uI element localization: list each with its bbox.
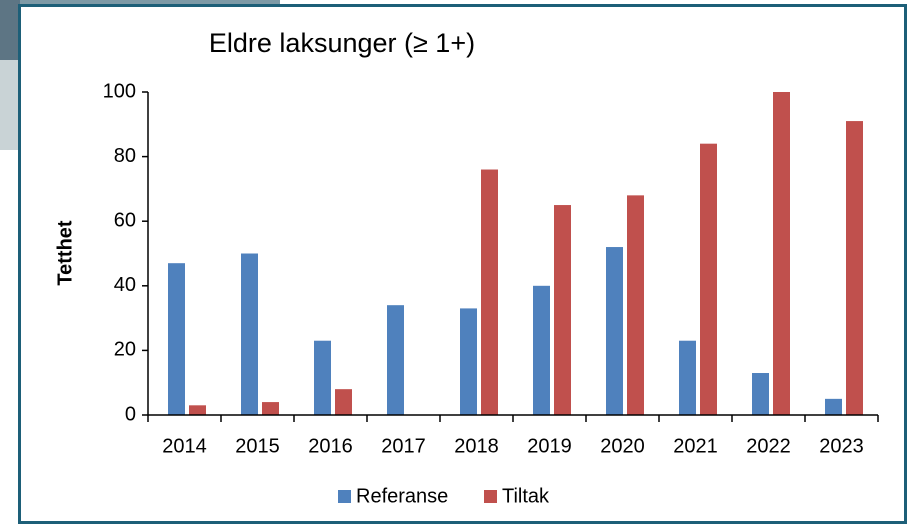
bar <box>314 340 331 415</box>
bar <box>387 305 404 415</box>
legend-label: Referanse <box>356 485 448 507</box>
y-tick-label: 80 <box>114 145 136 167</box>
bar <box>241 253 258 415</box>
x-tick-label: 2022 <box>746 435 791 457</box>
legend-swatch <box>484 490 497 503</box>
y-tick-label: 0 <box>125 403 136 425</box>
bar <box>606 247 623 415</box>
bar <box>700 143 717 415</box>
bar <box>627 195 644 415</box>
chart-title: Eldre laksunger (≥ 1+) <box>209 28 475 58</box>
y-axis-label: Tetthet <box>54 220 76 286</box>
y-tick-label: 100 <box>103 80 136 102</box>
bar <box>825 398 842 415</box>
x-tick-label: 2020 <box>600 435 645 457</box>
y-tick-label: 20 <box>114 339 136 361</box>
x-tick-label: 2017 <box>381 435 426 457</box>
x-tick-label: 2023 <box>819 435 864 457</box>
bar <box>262 402 279 415</box>
legend-label: Tiltak <box>502 485 550 507</box>
x-tick-label: 2019 <box>527 435 572 457</box>
legend-swatch <box>338 490 351 503</box>
bar <box>773 92 790 415</box>
bar <box>168 263 185 415</box>
x-tick-label: 2015 <box>235 435 280 457</box>
x-tick-label: 2021 <box>673 435 718 457</box>
bar <box>335 389 352 415</box>
bar <box>679 340 696 415</box>
x-tick-label: 2016 <box>308 435 353 457</box>
bar <box>752 373 769 415</box>
y-tick-label: 40 <box>114 274 136 296</box>
y-tick-label: 60 <box>114 209 136 231</box>
bar <box>460 308 477 415</box>
x-tick-label: 2018 <box>454 435 499 457</box>
bar <box>846 121 863 415</box>
bar <box>554 205 571 415</box>
photo-strip <box>20 0 280 6</box>
chart-frame <box>18 4 907 524</box>
bar <box>189 405 206 415</box>
x-tick-label: 2014 <box>162 435 207 457</box>
bar <box>481 169 498 415</box>
bar <box>533 285 550 415</box>
background-photo <box>0 0 280 150</box>
photo-strip <box>0 0 20 60</box>
